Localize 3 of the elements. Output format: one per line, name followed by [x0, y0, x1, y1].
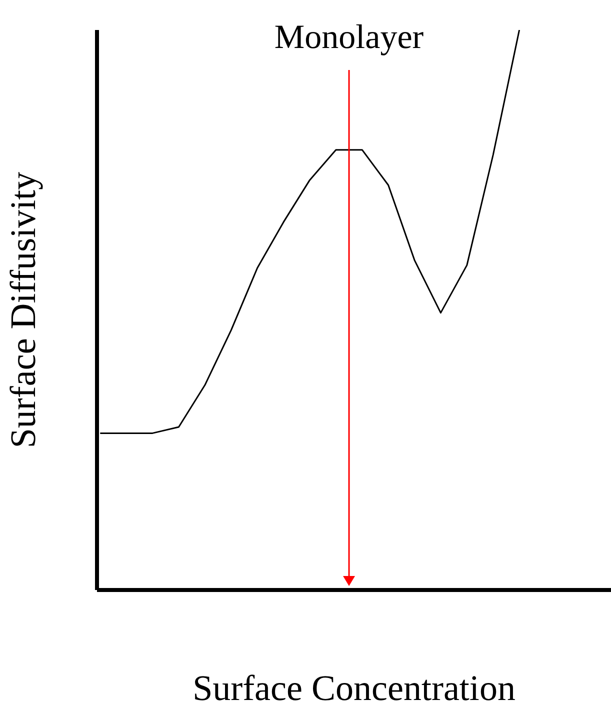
- y-axis-title: Surface Diffusivity: [2, 172, 43, 448]
- x-axis-title: Surface Concentration: [192, 668, 516, 702]
- annotation: Monolayer: [274, 19, 424, 56]
